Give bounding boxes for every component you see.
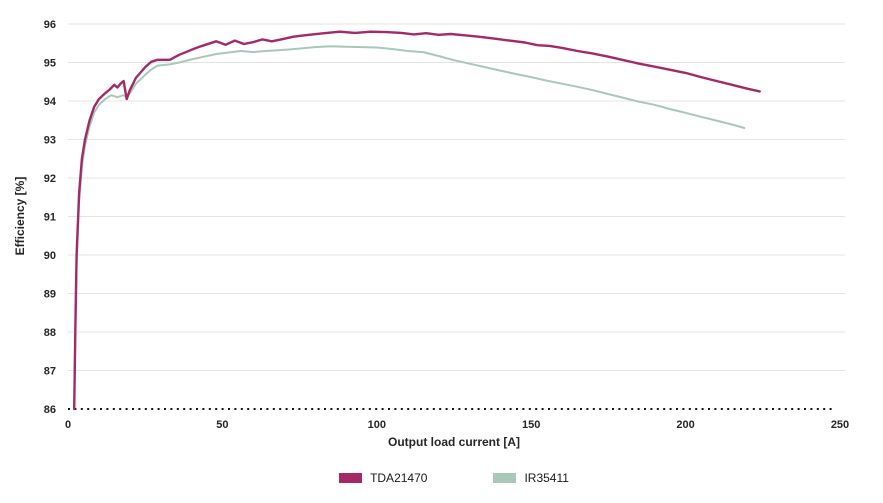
x-tick-label-150: 150 [522, 419, 540, 431]
y-tick-label-86: 86 [44, 404, 56, 416]
series-line-ir35411 [73, 45, 746, 410]
series-line-tda21470 [72, 30, 761, 411]
chart-plot-area: 86 87 88 89 90 91 92 93 94 95 96 0 50 100 150 200 250 [44, 19, 849, 431]
y-tick-label-88: 88 [44, 327, 56, 339]
legend-item-tda21470: TDA21470 [339, 471, 427, 485]
legend: TDA21470 IR35411 [68, 471, 840, 485]
x-tick-label-0: 0 [65, 419, 71, 431]
x-tick-label-200: 200 [676, 419, 694, 431]
y-tick-label-95: 95 [44, 58, 56, 70]
legend-swatch-ir35411 [493, 473, 517, 483]
y-tick-label-91: 91 [44, 212, 56, 224]
y-tick-label-90: 90 [44, 250, 56, 262]
y-tick-label-96: 96 [44, 19, 56, 31]
y-axis-title: Efficiency [%] [13, 176, 27, 256]
y-tick-label-93: 93 [44, 135, 56, 147]
x-tick-label-50: 50 [216, 419, 228, 431]
legend-swatch-tda21470 [339, 473, 363, 483]
y-tick-label-89: 89 [44, 289, 56, 301]
x-tick-label-100: 100 [368, 419, 386, 431]
legend-label-ir35411: IR35411 [524, 471, 569, 485]
y-tick-label-92: 92 [44, 173, 56, 185]
legend-item-ir35411: IR35411 [493, 471, 569, 485]
y-tick-label-94: 94 [44, 96, 57, 108]
legend-label-tda21470: TDA21470 [370, 471, 428, 485]
y-tick-label-87: 87 [44, 366, 56, 378]
x-tick-label-250: 250 [831, 419, 849, 431]
x-axis-title: Output load current [A] [388, 435, 520, 449]
